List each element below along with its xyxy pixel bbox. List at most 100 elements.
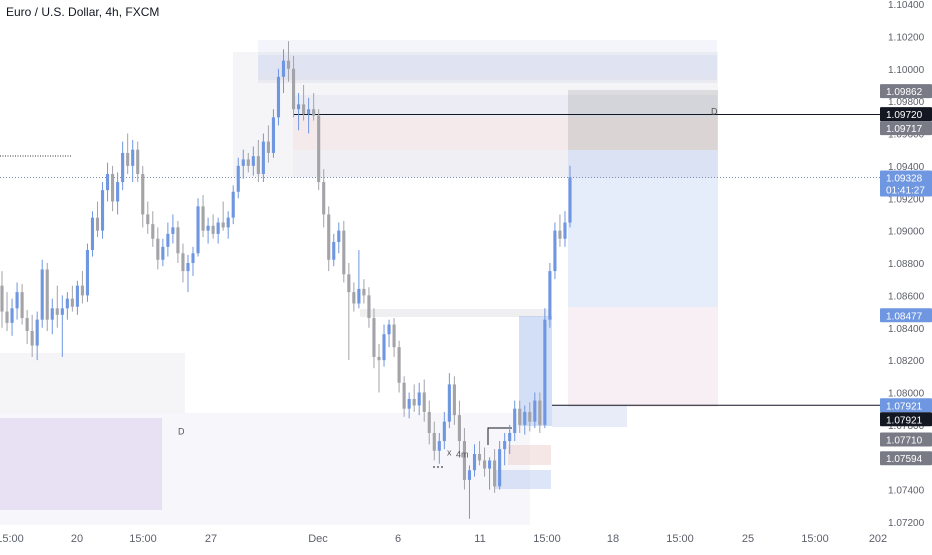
candle-body (60, 308, 64, 315)
candle (392, 318, 396, 357)
candle (50, 298, 54, 335)
candle-body (226, 217, 230, 228)
price-label[interactable]: 1.07594 (880, 451, 932, 466)
y-tick-label: 1.07200 (888, 518, 925, 529)
candle (15, 282, 19, 320)
candle-body (442, 421, 446, 442)
price-label-bg (880, 432, 932, 447)
candle-body (357, 288, 361, 304)
candle (261, 133, 265, 183)
candle (70, 285, 74, 312)
y-tick-label: 1.10400 (888, 0, 925, 11)
lines-layer (0, 114, 880, 468)
price-label[interactable]: 1.07921 (880, 412, 932, 427)
price-label-bg (880, 107, 932, 122)
candle-body (241, 159, 245, 166)
candle (10, 298, 14, 336)
price-label-text: 1.09717 (886, 124, 923, 135)
candle (25, 309, 29, 344)
candle (307, 97, 311, 134)
x-tick-label: 15:00 (666, 533, 694, 545)
price-label[interactable]: 1.09862 (880, 84, 932, 99)
candle (111, 165, 115, 212)
candle-body (558, 230, 562, 239)
zone-4 (293, 95, 717, 117)
candle (312, 93, 316, 121)
candle (291, 55, 296, 118)
candle-body (402, 382, 406, 409)
candle-body (397, 347, 401, 383)
candle-body (126, 152, 130, 166)
candle-body (302, 104, 306, 115)
price-label-bg (880, 412, 932, 427)
candle-body (528, 411, 532, 422)
candle-body (45, 269, 49, 320)
price-label-text: 1.09862 (886, 87, 923, 98)
candle-body (533, 400, 537, 422)
candle (141, 165, 145, 228)
price-label[interactable]: 1.09717 (880, 121, 932, 136)
price-label[interactable]: 1.09720 (880, 107, 932, 122)
candle (95, 201, 100, 238)
candle (251, 146, 255, 176)
x-tick-label: 15:00 (0, 533, 24, 545)
candle-body (392, 324, 396, 348)
candle-body (447, 384, 451, 422)
candle (126, 133, 130, 174)
zone-5 (293, 117, 717, 150)
candle-body (196, 206, 200, 254)
x-tick-label: 25 (742, 533, 754, 545)
candle (90, 211, 95, 257)
candle (437, 432, 441, 464)
candle (271, 109, 275, 158)
candle (131, 139, 135, 183)
candle (116, 172, 120, 215)
candle-body (116, 182, 120, 202)
candle (80, 271, 84, 304)
candle-body (266, 141, 270, 153)
candle-body (40, 269, 44, 320)
candle-body (327, 214, 331, 260)
candle (181, 243, 185, 283)
candle (281, 49, 286, 94)
price-label-text: 1.07594 (886, 454, 923, 465)
candle (377, 343, 381, 393)
y-tick-label: 1.07800 (888, 421, 925, 432)
candle (20, 284, 24, 325)
candle-body (105, 173, 110, 191)
price-axis: 1.072001.074001.076001.078001.080001.082… (888, 0, 925, 529)
candle-body (191, 253, 195, 263)
candle (327, 206, 331, 272)
candle (447, 373, 451, 429)
candle-body (462, 441, 467, 480)
candle (211, 214, 215, 239)
x-tick-label: 18 (607, 533, 619, 545)
candle-body (206, 225, 210, 231)
symbol-title: Euro / U.S. Dollar, 4h, FXCM (6, 5, 160, 19)
candle-body (342, 230, 346, 275)
candle (347, 263, 351, 361)
x-tick-label: 15:00 (801, 533, 829, 545)
candle-body (166, 233, 170, 247)
candle (452, 376, 456, 425)
zone-12 (0, 418, 162, 510)
price-label[interactable]: 1.07710 (880, 432, 932, 447)
candle-body (256, 156, 260, 174)
y-tick-label: 1.09400 (888, 162, 925, 173)
candle (201, 195, 205, 238)
candle (0, 271, 4, 328)
candle (352, 282, 356, 312)
price-label[interactable]: 1.08477 (880, 308, 932, 323)
candle-body (141, 173, 145, 215)
candle-body (221, 222, 225, 228)
candle (342, 220, 346, 283)
candle (472, 444, 477, 477)
y-tick-label: 1.08600 (888, 291, 925, 302)
candle-body (171, 227, 175, 234)
price-label[interactable]: 1.07921 (880, 398, 932, 413)
candle-body (35, 319, 39, 346)
price-label-bg (880, 84, 932, 99)
